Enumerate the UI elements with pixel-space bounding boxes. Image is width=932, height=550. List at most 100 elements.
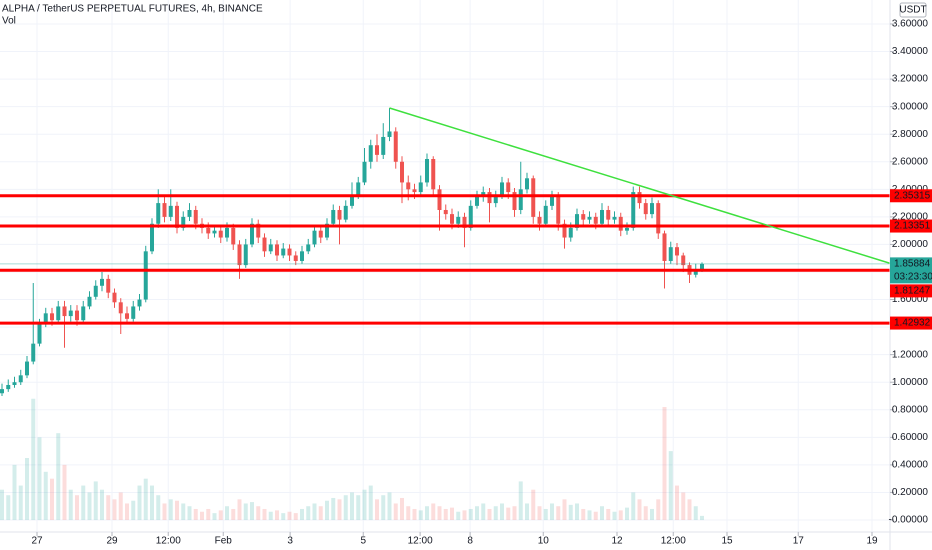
volume-bar (631, 492, 636, 521)
volume-bar (518, 481, 523, 521)
candle-body (487, 192, 492, 204)
candle-body (575, 214, 579, 228)
candle-body (550, 196, 554, 206)
candle-body (118, 302, 123, 314)
candle-body (306, 244, 311, 252)
candle-body (156, 203, 161, 224)
volume-bar (456, 511, 461, 521)
candle-body (381, 136, 386, 155)
volume-bar (31, 398, 36, 521)
candle-body (662, 233, 667, 261)
price-label-box (890, 316, 932, 330)
candle-body (168, 205, 173, 217)
volume-bar (412, 508, 417, 521)
countdown: 03:23:30 (894, 272, 932, 283)
candle-body (406, 182, 411, 190)
volume-bar (675, 485, 679, 521)
y-tick-label: 1.60000 (892, 294, 929, 305)
volume-bar (406, 506, 411, 521)
volume-bar (531, 489, 536, 521)
x-tick-label: 12:00 (661, 536, 686, 547)
candle-body (450, 214, 454, 224)
x-tick-label: 15 (721, 536, 733, 547)
x-tick-label: 12:00 (408, 536, 433, 547)
x-tick-label: 3 (287, 536, 293, 547)
y-tick-label: 3.20000 (892, 74, 929, 85)
volume-bar (200, 511, 204, 521)
candle-body (31, 343, 36, 362)
candle-body (87, 296, 92, 307)
candle-body (650, 203, 654, 215)
candle-body (562, 223, 567, 238)
volume-bar (568, 504, 573, 521)
volume-bar (606, 508, 611, 521)
candle-body (68, 310, 73, 317)
volume-bar (81, 485, 86, 521)
y-tick-label: 3.40000 (892, 46, 929, 57)
candle-body (125, 313, 129, 319)
x-tick-label: Feb (215, 536, 233, 547)
volume-bar (331, 497, 336, 521)
currency: USDT (899, 5, 926, 16)
candle-body (418, 182, 423, 193)
volume-bar (43, 471, 48, 521)
volume-bar (106, 495, 111, 521)
volume-bar (487, 508, 492, 521)
volume-bar (112, 499, 117, 521)
candle-body (612, 216, 617, 220)
volume-bar (543, 508, 548, 521)
candle-body (262, 237, 267, 252)
volume-bar (281, 513, 286, 521)
candle-body (300, 251, 304, 261)
candle-body (681, 255, 686, 266)
candle-body (243, 244, 248, 266)
candle-body (50, 313, 54, 321)
volume-bar (587, 510, 592, 521)
volume-bar (156, 495, 161, 521)
volume-bar (475, 506, 479, 521)
plot (0, 107, 896, 521)
x-tick-label: 10 (538, 536, 550, 547)
candle-body (6, 384, 11, 390)
candle-body (400, 161, 404, 183)
candle-body (187, 209, 192, 217)
x-tick-label: 29 (106, 536, 118, 547)
candle-body (325, 223, 329, 238)
candle-body (137, 299, 142, 307)
y-tick-label: 0.60000 (892, 432, 929, 443)
candle-body (193, 209, 198, 224)
candle-body (237, 244, 242, 266)
volume-bar (368, 485, 373, 521)
candle-body (225, 227, 229, 238)
volume-bar (650, 508, 654, 521)
x-tick-label: 19 (866, 536, 878, 547)
volume-bar (581, 508, 586, 521)
candle-body (600, 209, 604, 224)
candle-body (637, 192, 642, 204)
currency-box (899, 2, 927, 18)
candle-body (25, 361, 29, 376)
candle-body (700, 263, 704, 270)
candle-body (112, 292, 117, 303)
volume-label: Vol (2, 16, 16, 27)
volume-bar (56, 433, 61, 521)
candle-body (318, 230, 323, 238)
volume-bar (700, 515, 704, 521)
candle-body (75, 310, 79, 321)
volume-bar (318, 506, 323, 521)
candle-body (143, 251, 148, 300)
volume-bar (437, 506, 442, 521)
y-tick-label: 0.20000 (892, 487, 929, 498)
candle-body (643, 203, 648, 215)
volume-bar (612, 511, 617, 521)
x-tick-label: 8 (467, 536, 473, 547)
candle-body (37, 324, 42, 344)
volume-bar (462, 510, 467, 521)
candle-body (568, 227, 573, 238)
candle-body (512, 192, 517, 210)
volume-bar (618, 510, 623, 521)
candle-body (518, 189, 523, 210)
volume-bar (393, 503, 398, 521)
volume-bar (343, 495, 348, 521)
